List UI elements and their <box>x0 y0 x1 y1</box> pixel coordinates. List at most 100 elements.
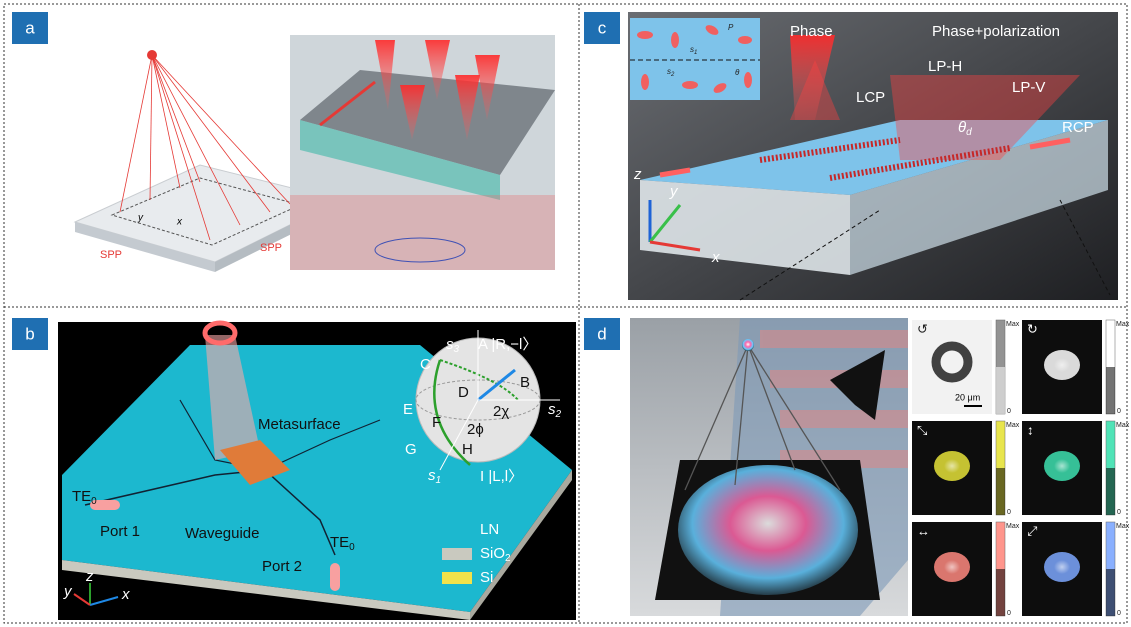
polarization-icon: ↺ <box>917 321 928 336</box>
colorbar-min: 0 <box>1117 509 1121 516</box>
colorbar-min: 0 <box>1007 509 1011 516</box>
big-arrow <box>830 350 885 420</box>
beam <box>290 195 555 270</box>
polarization-icon: ↕ <box>1027 422 1034 437</box>
axis-arrow <box>648 204 682 243</box>
colorbar-max: Max <box>1006 321 1020 328</box>
label: s1 <box>690 45 697 55</box>
beam-source <box>202 320 238 346</box>
colorbar-min: 0 <box>1117 408 1121 415</box>
beam <box>205 335 260 460</box>
port <box>330 563 340 591</box>
spot-core <box>1054 459 1070 473</box>
polarization-icon: ↔ <box>917 523 930 538</box>
arrow <box>659 167 691 178</box>
legend-label: SiO2 <box>480 545 511 564</box>
thumbnail <box>912 320 992 414</box>
spot-core <box>1054 358 1070 372</box>
axis-arrow <box>89 596 119 606</box>
focus <box>742 339 754 351</box>
guide <box>1059 199 1111 296</box>
label: s2 <box>548 401 562 420</box>
legend-text: Si <box>480 569 493 586</box>
colorbar-min: 0 <box>1117 610 1121 617</box>
region <box>110 177 302 246</box>
legend-text: LN <box>480 521 499 538</box>
panel-label: d <box>597 324 606 343</box>
plate-side <box>300 120 500 200</box>
rays <box>119 54 291 241</box>
axis-label: z <box>633 166 642 183</box>
colorbar-max: Max <box>1116 321 1130 328</box>
label: G <box>405 441 417 458</box>
colorbar-min: 0 <box>1007 610 1011 617</box>
legend: LN SiO2 Si <box>442 521 511 586</box>
beam <box>890 75 1080 160</box>
cones <box>375 40 500 140</box>
port <box>90 500 120 510</box>
axis-label: x <box>176 217 183 228</box>
label: H <box>462 441 473 458</box>
label: Port 1 <box>100 523 140 540</box>
metasurface <box>220 440 290 485</box>
polarization-icon: ⤢ <box>1027 523 1037 538</box>
label: s2 <box>667 67 675 77</box>
axis-label: y <box>63 583 73 600</box>
label: s1 <box>428 467 441 486</box>
spot-core <box>944 459 960 473</box>
meta-atoms <box>759 137 901 163</box>
pattern <box>678 465 858 595</box>
label: LP-H <box>928 58 962 75</box>
frame <box>3 3 1128 624</box>
panel-d: ↺ Max 0 20 μm ↻ Max 0 ⤡ Max 0 ↕ Max 0 ↔ Max 0 ⤢ Max 0 d <box>584 318 1130 617</box>
beam <box>790 60 840 120</box>
panel-b: s3 A |R,−l〉 B C D E F G H s1 I |L,l〉 s2 … <box>12 318 576 620</box>
slab-side <box>62 560 470 620</box>
label: B <box>520 374 530 391</box>
label: D <box>458 384 469 401</box>
label: TE0 <box>72 488 97 507</box>
arrow <box>319 80 376 127</box>
slab-side <box>75 222 215 272</box>
legend-swatch <box>442 548 472 560</box>
axis-arrow <box>649 240 701 252</box>
colorbar-shade <box>996 569 1005 616</box>
panel-a: SPP SPP y x a <box>12 12 555 272</box>
label: C <box>420 356 431 373</box>
label: LCP <box>856 89 885 106</box>
colorbar-shade <box>1106 468 1115 515</box>
label: P <box>728 23 734 32</box>
spot-core <box>944 560 960 574</box>
axis-label: y <box>137 213 144 224</box>
scale-label: 20 μm <box>955 392 980 402</box>
label: F <box>432 414 441 431</box>
axis-label: y <box>669 183 679 200</box>
panel-label-box <box>584 12 620 44</box>
axis-label: z <box>85 568 94 585</box>
axis-arrow <box>73 593 91 606</box>
beam <box>790 35 835 120</box>
label: E <box>403 401 413 418</box>
legend-swatch <box>442 572 472 584</box>
colorbar-shade <box>1106 569 1115 616</box>
label: θ <box>735 68 740 77</box>
label: TE0 <box>330 534 355 553</box>
label: A |R,−l〉 <box>478 336 537 353</box>
legend-swatch <box>442 524 472 536</box>
colorbar-shade <box>1106 367 1115 414</box>
label: Waveguide <box>185 525 260 542</box>
label: Phase+polarization <box>932 23 1060 40</box>
label: s3 <box>446 336 460 355</box>
meta-atoms <box>829 145 1011 181</box>
arrow <box>1029 137 1071 150</box>
label: I |L,l〉 <box>480 468 523 485</box>
colorbar-min: 0 <box>1007 408 1011 415</box>
panel-label: a <box>25 18 35 37</box>
label: SPP <box>100 249 122 261</box>
panel-label-box <box>12 318 48 350</box>
colorbar-max: Max <box>1116 523 1130 530</box>
inset-atoms <box>637 25 752 93</box>
legend-text: SiO <box>480 545 505 562</box>
slab-side <box>470 470 572 620</box>
